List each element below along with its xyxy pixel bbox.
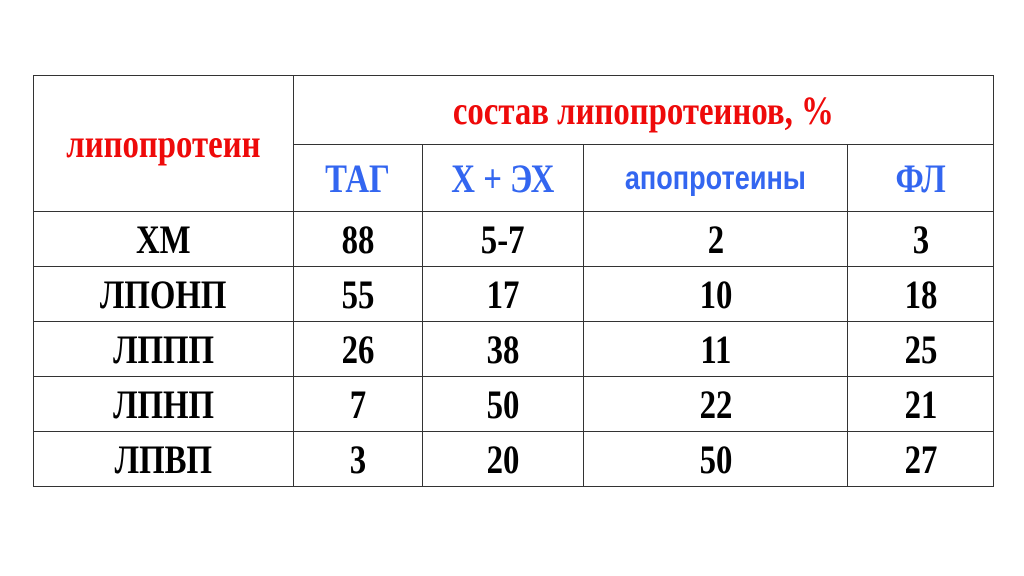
cell-value: 11 [699, 326, 731, 372]
cell-value: 26 [341, 326, 375, 372]
value-cell: 20 [422, 431, 584, 487]
row-header: липопротеин [66, 121, 261, 166]
cell-value: 25 [904, 326, 937, 372]
value-cell: 10 [583, 266, 848, 322]
value-cell: 88 [293, 211, 423, 267]
cell-value: 22 [699, 381, 732, 427]
row-name: ЛПНП [113, 381, 214, 427]
table-row: ЛПВП 3 20 50 27 [33, 431, 995, 487]
value-cell: 17 [422, 266, 584, 322]
value-cell: 50 [422, 376, 584, 432]
column-header: ФЛ [846, 144, 995, 212]
value-cell: 5-7 [422, 211, 584, 267]
value-cell: 2 [583, 211, 848, 267]
cell-value: 2 [707, 216, 724, 262]
cell-value: 3 [912, 216, 929, 262]
table-row: ЛПОНП 55 17 10 18 [33, 266, 995, 322]
value-cell: 50 [583, 431, 848, 487]
table-row: ЛППП 26 38 11 25 [33, 321, 995, 377]
value-cell: 22 [583, 376, 848, 432]
row-name: ЛППП [113, 326, 214, 372]
cell-value: 27 [904, 436, 937, 482]
row-name-cell: ЛПОНП [33, 266, 294, 322]
row-name-cell: ЛППП [33, 321, 294, 377]
table-row: ХМ 88 5-7 2 3 [33, 211, 995, 267]
cell-value: 18 [904, 271, 937, 317]
row-name: ЛПВП [114, 436, 213, 482]
row-name-cell: ЛПВП [33, 431, 294, 487]
cell-value: 10 [699, 271, 732, 317]
value-cell: 18 [846, 266, 995, 322]
column-header: апопротеины [583, 144, 848, 212]
cell-value: 50 [699, 436, 732, 482]
value-cell: 21 [846, 376, 995, 432]
value-cell: 7 [293, 376, 423, 432]
value-cell: 55 [293, 266, 423, 322]
value-cell: 3 [293, 431, 423, 487]
value-cell: 25 [846, 321, 995, 377]
cell-value: 55 [341, 271, 375, 317]
cell-value: 7 [349, 381, 367, 427]
column-header: Х + ЭХ [422, 144, 584, 212]
cell-value: 88 [341, 216, 375, 262]
row-name: ЛПОНП [100, 271, 227, 317]
row-name: ХМ [136, 216, 191, 262]
cell-value: 20 [486, 436, 520, 482]
lipoprotein-composition-table: липопротеин состав липопротеинов, % ТАГ … [33, 75, 995, 487]
column-header: ТАГ [293, 144, 423, 212]
cell-value: 21 [904, 381, 937, 427]
row-name-cell: ЛПНП [33, 376, 294, 432]
cell-value: 17 [486, 271, 520, 317]
value-cell: 11 [583, 321, 848, 377]
table-row: ЛПНП 7 50 22 21 [33, 376, 995, 432]
value-cell: 27 [846, 431, 995, 487]
value-cell: 38 [422, 321, 584, 377]
group-header: состав липопротеинов, % [453, 87, 835, 133]
cell-value: 3 [349, 436, 367, 482]
row-name-cell: ХМ [33, 211, 294, 267]
row-header-cell: липопротеин [33, 75, 294, 212]
group-header-cell: состав липопротеинов, % [292, 75, 995, 145]
cell-value: 50 [486, 381, 520, 427]
value-cell: 26 [293, 321, 423, 377]
cell-value: 38 [486, 326, 520, 372]
value-cell: 3 [846, 211, 995, 267]
cell-value: 5-7 [481, 216, 525, 262]
